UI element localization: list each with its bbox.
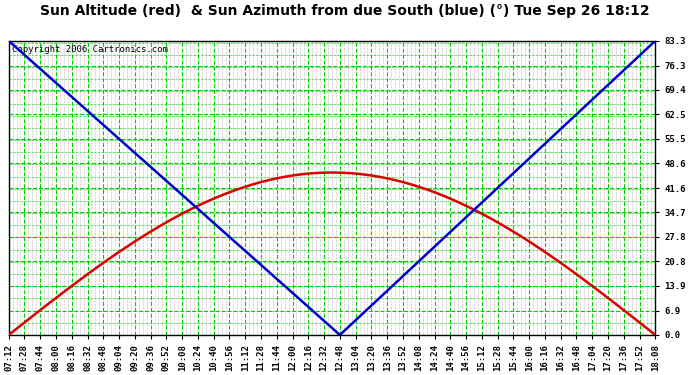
Text: Copyright 2006 Cartronics.com: Copyright 2006 Cartronics.com xyxy=(12,45,168,54)
Text: Sun Altitude (red)  & Sun Azimuth from due South (blue) (°) Tue Sep 26 18:12: Sun Altitude (red) & Sun Azimuth from du… xyxy=(40,4,650,18)
